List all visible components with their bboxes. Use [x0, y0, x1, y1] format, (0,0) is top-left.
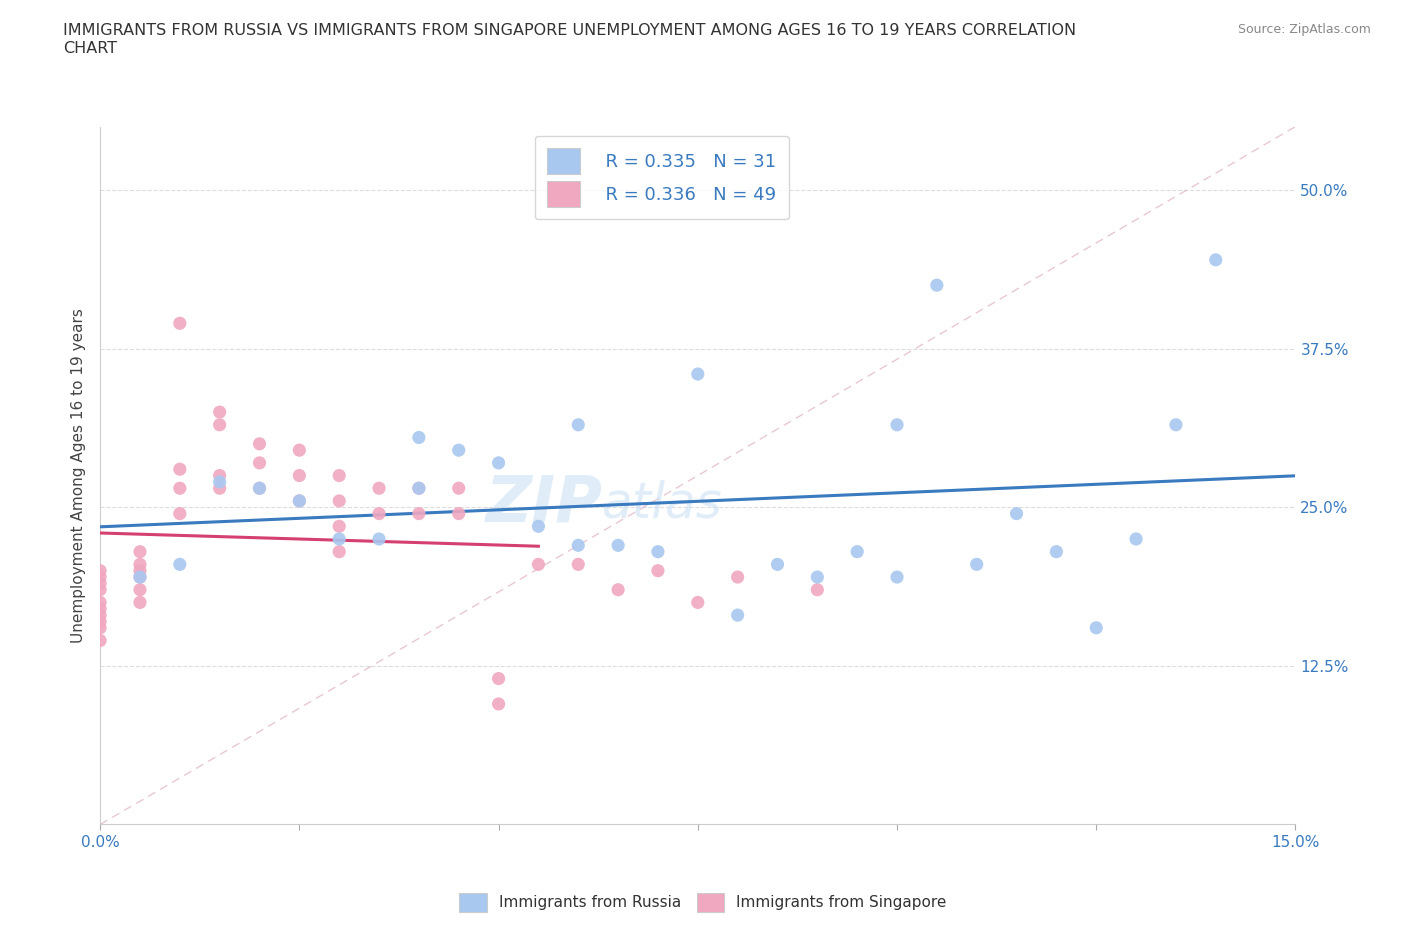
Point: [328, 519, 350, 534]
Point: [328, 544, 350, 559]
Legend: Immigrants from Russia, Immigrants from Singapore: Immigrants from Russia, Immigrants from …: [453, 887, 953, 918]
Point: [1164, 418, 1187, 432]
Point: [806, 582, 828, 597]
Point: [288, 443, 311, 458]
Point: [408, 481, 430, 496]
Point: [328, 494, 350, 509]
Point: [169, 316, 191, 331]
Point: [249, 481, 271, 496]
Point: [89, 569, 111, 584]
Point: [727, 607, 749, 622]
Point: [169, 462, 191, 477]
Point: [488, 456, 510, 471]
Point: [1085, 620, 1108, 635]
Point: [408, 506, 430, 521]
Point: [447, 481, 470, 496]
Point: [288, 494, 311, 509]
Point: [925, 278, 948, 293]
Point: [208, 468, 231, 483]
Point: [368, 506, 391, 521]
Point: [886, 569, 908, 584]
Legend:   R = 0.335   N = 31,   R = 0.336   N = 49: R = 0.335 N = 31, R = 0.336 N = 49: [534, 136, 789, 219]
Point: [129, 595, 152, 610]
Point: [607, 538, 630, 552]
Point: [129, 569, 152, 584]
Point: [567, 538, 589, 552]
Point: [89, 633, 111, 648]
Point: [567, 418, 589, 432]
Point: [527, 519, 550, 534]
Point: [89, 576, 111, 591]
Point: [89, 602, 111, 617]
Point: [89, 582, 111, 597]
Point: [527, 557, 550, 572]
Point: [288, 494, 311, 509]
Point: [806, 569, 828, 584]
Point: [408, 430, 430, 445]
Point: [647, 544, 669, 559]
Point: [249, 481, 271, 496]
Point: [89, 620, 111, 635]
Point: [129, 569, 152, 584]
Point: [208, 474, 231, 489]
Point: [288, 468, 311, 483]
Point: [208, 418, 231, 432]
Point: [647, 564, 669, 578]
Point: [129, 564, 152, 578]
Point: [89, 595, 111, 610]
Point: [368, 481, 391, 496]
Point: [1125, 532, 1147, 547]
Point: [766, 557, 789, 572]
Point: [129, 544, 152, 559]
Point: [686, 595, 709, 610]
Point: [89, 607, 111, 622]
Point: [249, 436, 271, 451]
Point: [846, 544, 869, 559]
Point: [169, 481, 191, 496]
Point: [368, 532, 391, 547]
Point: [328, 468, 350, 483]
Point: [328, 532, 350, 547]
Y-axis label: Unemployment Among Ages 16 to 19 years: Unemployment Among Ages 16 to 19 years: [72, 308, 86, 643]
Point: [488, 671, 510, 686]
Point: [567, 557, 589, 572]
Point: [208, 481, 231, 496]
Point: [169, 557, 191, 572]
Point: [129, 582, 152, 597]
Point: [129, 557, 152, 572]
Text: atlas: atlas: [602, 480, 723, 527]
Point: [1045, 544, 1067, 559]
Text: Source: ZipAtlas.com: Source: ZipAtlas.com: [1237, 23, 1371, 36]
Point: [607, 582, 630, 597]
Point: [1005, 506, 1028, 521]
Point: [966, 557, 988, 572]
Point: [89, 614, 111, 629]
Point: [886, 418, 908, 432]
Point: [727, 569, 749, 584]
Text: IMMIGRANTS FROM RUSSIA VS IMMIGRANTS FROM SINGAPORE UNEMPLOYMENT AMONG AGES 16 T: IMMIGRANTS FROM RUSSIA VS IMMIGRANTS FRO…: [63, 23, 1077, 56]
Point: [447, 506, 470, 521]
Point: [169, 506, 191, 521]
Text: ZIP: ZIP: [485, 472, 602, 535]
Point: [249, 456, 271, 471]
Point: [1205, 252, 1227, 267]
Point: [488, 697, 510, 711]
Point: [447, 443, 470, 458]
Point: [408, 481, 430, 496]
Point: [89, 564, 111, 578]
Point: [686, 366, 709, 381]
Point: [208, 405, 231, 419]
